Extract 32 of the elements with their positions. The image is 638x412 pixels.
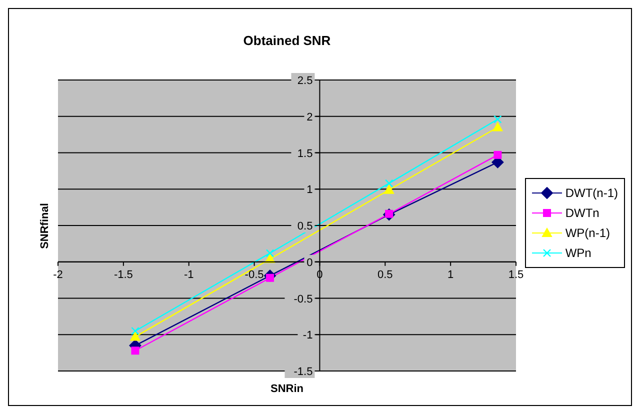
point bbox=[384, 179, 394, 188]
point bbox=[384, 184, 394, 194]
chart-title: Obtained SNR bbox=[242, 33, 332, 48]
point bbox=[131, 326, 140, 336]
legend-label: WPn bbox=[565, 246, 592, 260]
y-tick-label: -1.5 bbox=[294, 366, 313, 378]
y-tick-label: -0.5 bbox=[294, 293, 313, 306]
y-tick-label: -1 bbox=[302, 330, 313, 342]
legend-label: WP(n-1) bbox=[565, 226, 610, 240]
point bbox=[266, 249, 274, 258]
x-axis-title: SNRin bbox=[270, 383, 304, 395]
y-tick-label: 1.5 bbox=[297, 148, 313, 160]
point bbox=[131, 346, 140, 355]
point bbox=[492, 122, 503, 132]
x-tick-label: -1 bbox=[184, 268, 194, 281]
x-tick-label: -2 bbox=[53, 268, 63, 281]
x-tick-label: 0.5 bbox=[377, 268, 393, 281]
point bbox=[130, 332, 140, 341]
y-axis-title: SNRfinal bbox=[39, 202, 51, 248]
x-tick-label: -1.5 bbox=[114, 268, 133, 281]
legend-label: DWT(n-1) bbox=[565, 186, 618, 200]
x-tick-label: 1 bbox=[448, 268, 454, 281]
legend-label: DWTn bbox=[565, 206, 600, 220]
point bbox=[494, 115, 502, 124]
point bbox=[494, 150, 502, 159]
y-tick-label: 0 bbox=[306, 256, 313, 269]
x-tick-label: 1.5 bbox=[508, 268, 524, 281]
y-tick-label: 2 bbox=[306, 111, 313, 124]
y-tick-label: 1 bbox=[306, 184, 313, 196]
y-tick-label: 0.5 bbox=[297, 220, 313, 232]
y-tick-label: 2.5 bbox=[297, 75, 313, 87]
x-tick-label: -0.5 bbox=[244, 268, 264, 281]
